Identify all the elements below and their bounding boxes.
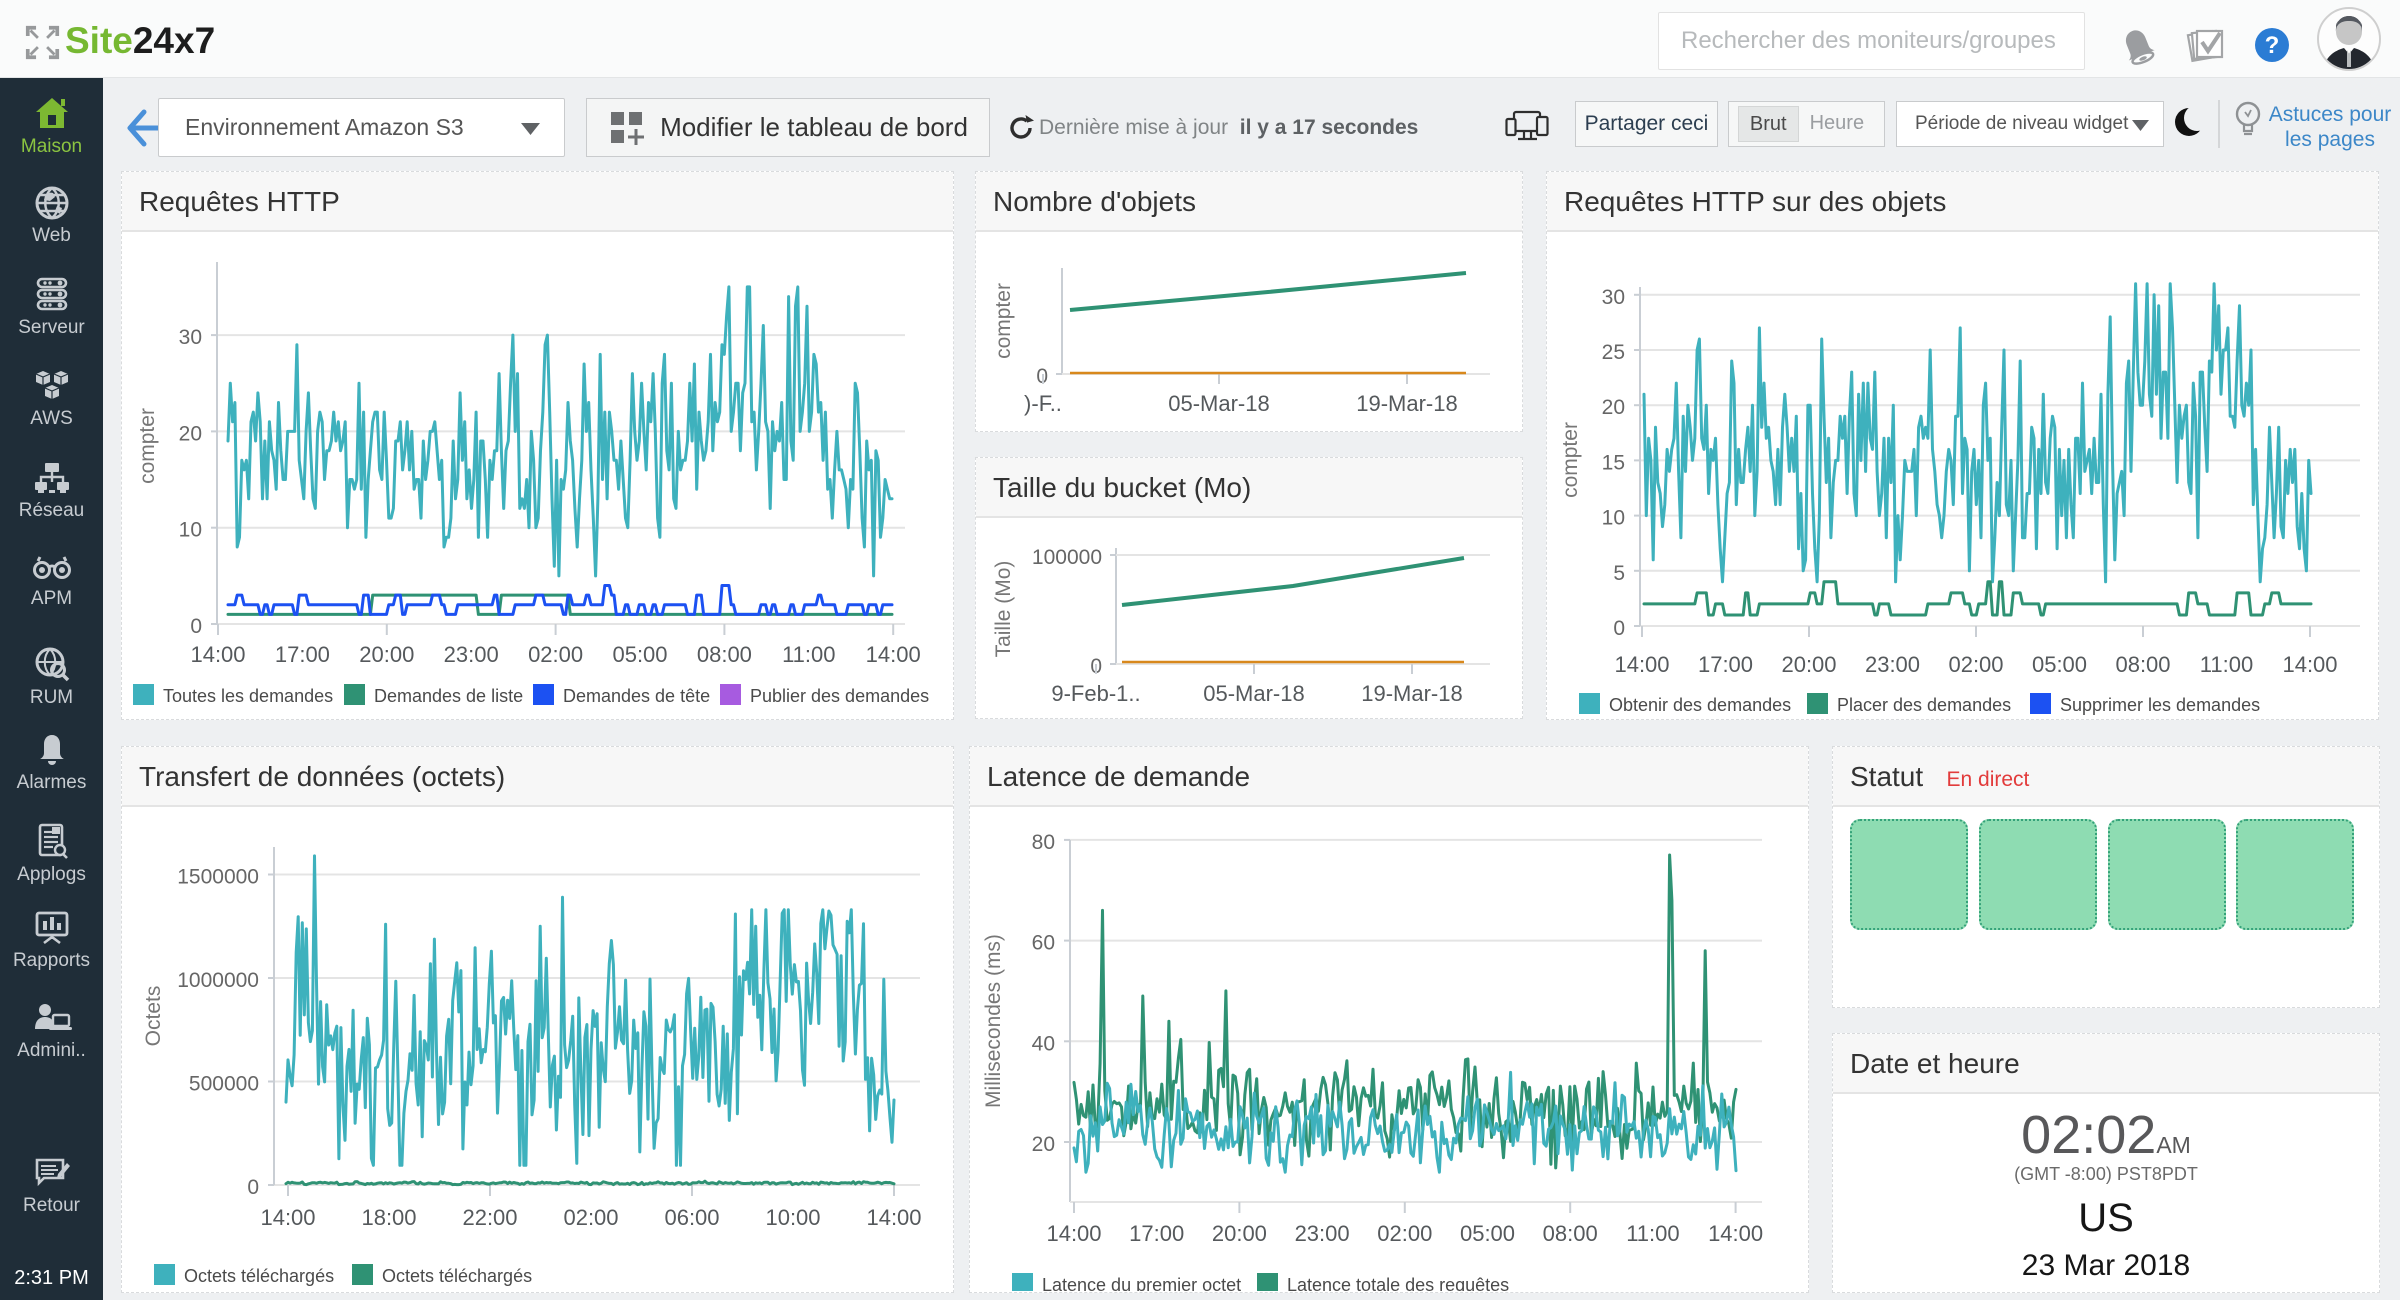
svg-text:Obtenir des demandes: Obtenir des demandes [1609,695,1791,715]
svg-text:100000: 100000 [1032,546,1102,569]
svg-text:compter: compter [992,283,1015,359]
svg-text:20:00: 20:00 [1212,1221,1267,1246]
svg-text:Latence totale des requêtes: Latence totale des requêtes [1287,1275,1509,1291]
svg-text:Placer des demandes: Placer des demandes [1837,695,2011,715]
svg-text:23:00: 23:00 [1865,652,1920,677]
svg-text:500000: 500000 [189,1073,259,1096]
svg-text:10: 10 [179,519,202,542]
svg-text:05:00: 05:00 [1460,1221,1515,1246]
svg-text:0: 0 [247,1176,259,1199]
svg-text:05-Mar-18: 05-Mar-18 [1168,391,1269,416]
svg-text:compter: compter [1559,422,1582,498]
svg-text:02:00: 02:00 [1948,652,2003,677]
svg-text:17:00: 17:00 [1129,1221,1184,1246]
svg-text:10:00: 10:00 [765,1205,820,1230]
svg-text:20: 20 [1602,396,1625,419]
svg-text:Octets téléchargés: Octets téléchargés [184,1266,334,1286]
svg-text:Demandes de liste: Demandes de liste [374,686,523,706]
svg-text:20: 20 [1032,1133,1055,1156]
svg-text:19-Mar-18: 19-Mar-18 [1356,391,1457,416]
svg-text:25: 25 [1602,341,1625,364]
svg-text:15: 15 [1602,451,1625,474]
svg-text:compter: compter [136,408,159,484]
svg-text:08:00: 08:00 [697,642,752,667]
svg-text:1500000: 1500000 [177,866,259,889]
svg-text:05:00: 05:00 [612,642,667,667]
svg-text:)-F..: )-F.. [1024,391,1062,416]
svg-text:80: 80 [1032,831,1055,854]
svg-text:Millisecondes (ms): Millisecondes (ms) [982,934,1005,1108]
svg-text:14:00: 14:00 [1614,652,1669,677]
svg-text:06:00: 06:00 [664,1205,719,1230]
svg-text:20:00: 20:00 [359,642,414,667]
svg-text:02:00: 02:00 [563,1205,618,1230]
svg-text:1000000: 1000000 [177,969,259,992]
svg-text:02:00: 02:00 [528,642,583,667]
svg-text:Demandes de tête: Demandes de tête [563,686,710,706]
svg-text:Octets téléchargés: Octets téléchargés [382,1266,532,1286]
svg-text:14:00: 14:00 [1708,1221,1763,1246]
svg-text:40: 40 [1032,1032,1055,1055]
svg-text:14:00: 14:00 [260,1205,315,1230]
svg-text:05-Mar-18: 05-Mar-18 [1203,681,1304,706]
svg-text:18:00: 18:00 [361,1205,416,1230]
svg-text:0: 0 [1613,617,1625,640]
svg-text:9-Feb-1..: 9-Feb-1.. [1051,681,1140,706]
svg-text:11:00: 11:00 [782,642,835,667]
svg-text:Taille (Mo): Taille (Mo) [992,561,1015,658]
svg-text:14:00: 14:00 [866,1205,921,1230]
svg-text:14:00: 14:00 [866,642,921,667]
svg-text:14:00: 14:00 [1046,1221,1101,1246]
svg-text:05:00: 05:00 [2032,652,2087,677]
svg-text:Publier des demandes: Publier des demandes [750,686,929,706]
svg-text:10: 10 [1602,507,1625,530]
svg-text:11:00: 11:00 [2200,652,2253,677]
svg-text:20: 20 [179,422,202,445]
svg-text:30: 30 [179,326,202,349]
svg-text:30: 30 [1602,286,1625,309]
svg-text:02:00: 02:00 [1377,1221,1432,1246]
svg-text:22:00: 22:00 [462,1205,517,1230]
svg-text:11:00: 11:00 [1626,1221,1679,1246]
svg-text:60: 60 [1032,932,1055,955]
svg-text:19-Mar-18: 19-Mar-18 [1361,681,1462,706]
svg-text:5: 5 [1613,562,1625,585]
svg-text:0: 0 [190,615,202,638]
svg-text:23:00: 23:00 [1295,1221,1350,1246]
svg-text:17:00: 17:00 [1698,652,1753,677]
svg-text:Latence du premier octet: Latence du premier octet [1042,1275,1241,1291]
svg-text:08:00: 08:00 [2115,652,2170,677]
svg-text:14:00: 14:00 [2282,652,2337,677]
svg-text:14:00: 14:00 [190,642,245,667]
svg-text:08:00: 08:00 [1543,1221,1598,1246]
svg-text:20:00: 20:00 [1781,652,1836,677]
svg-text:Supprimer les demandes: Supprimer les demandes [2060,695,2260,715]
svg-text:?: ? [2265,32,2280,59]
svg-text:23:00: 23:00 [444,642,499,667]
svg-text:Toutes les demandes: Toutes les demandes [163,686,333,706]
svg-text:17:00: 17:00 [275,642,330,667]
svg-text:Octets: Octets [142,986,165,1047]
